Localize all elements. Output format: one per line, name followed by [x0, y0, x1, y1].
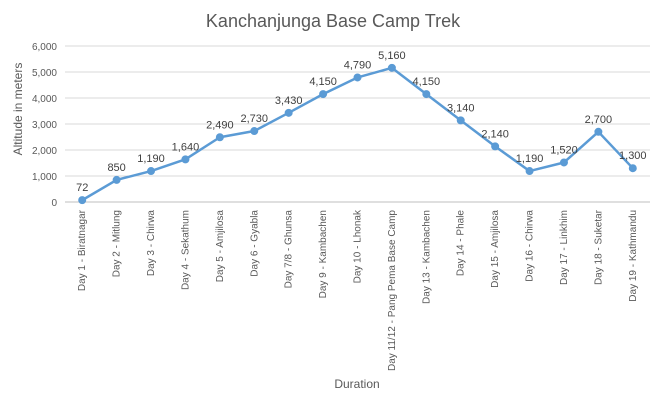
data-point	[181, 155, 190, 164]
data-label: 3,140	[447, 102, 475, 114]
x-tick-label: Day 16 - Chirwa	[525, 210, 536, 282]
x-axis-ticks: Day 1 - Biratnagar Day 2 - Mitlung Day 3 -…	[77, 209, 639, 371]
data-point	[559, 158, 568, 167]
x-tick-label: Day 4 - Sekathum	[180, 210, 191, 290]
data-point	[491, 142, 500, 151]
data-point	[353, 73, 362, 82]
x-tick-label: Day 18 - Suketar	[593, 209, 604, 285]
data-label: 4,790	[344, 59, 372, 71]
x-tick-label: Day 1 - Biratnagar	[77, 209, 88, 291]
data-point	[250, 127, 259, 136]
data-point	[387, 63, 396, 72]
data-label: 2,490	[206, 119, 234, 131]
x-tick-label: Day 15 - Amjilosa	[490, 210, 501, 288]
y-axis-ticks: 0 1,000 2,000 3,000 4,000 5,000 6,000	[32, 42, 57, 209]
x-tick-label: Day 5 - Amjilosa	[215, 210, 226, 283]
data-label: 5,160	[378, 50, 406, 62]
data-point	[284, 108, 293, 117]
data-point	[525, 167, 534, 176]
data-label: 4,150	[413, 76, 441, 88]
x-tick-label: Day 2 - Mitlung	[112, 210, 123, 277]
data-label: 850	[107, 162, 125, 174]
x-tick-label: Day 7/8 - Ghunsa	[284, 210, 295, 289]
series-line-altitude	[81, 66, 634, 202]
data-label: 2,140	[481, 128, 509, 140]
data-point	[112, 175, 121, 184]
data-points	[78, 63, 637, 205]
y-tick-label: 4,000	[32, 94, 57, 105]
y-tick-label: 0	[51, 198, 57, 209]
x-tick-label: Day 6 - Gyabla	[249, 210, 260, 277]
x-tick-label: Day 10 - Lhonak	[353, 209, 364, 283]
y-tick-label: 6,000	[32, 42, 57, 53]
y-tick-label: 3,000	[32, 120, 57, 131]
data-point	[628, 164, 637, 173]
x-tick-label: Day 11/12 - Pang Pema Base Camp	[387, 210, 398, 371]
data-point	[456, 116, 465, 125]
x-tick-label: Day 9 - Kambachen	[318, 210, 329, 298]
data-label: 4,150	[309, 76, 337, 88]
chart-title: Kanchanjunga Base Camp Trek	[206, 11, 461, 31]
data-label: 2,730	[240, 113, 268, 125]
data-point	[78, 196, 87, 205]
data-point	[319, 90, 328, 99]
x-tick-label: Day 14 - Phale	[456, 210, 467, 277]
data-label: 1,190	[516, 153, 544, 165]
data-label: 1,520	[550, 144, 578, 156]
data-label: 1,190	[137, 153, 165, 165]
data-point	[422, 90, 431, 99]
x-tick-label: Day 13 - Kambachen	[421, 210, 432, 304]
data-point	[594, 127, 603, 136]
y-tick-label: 1,000	[32, 172, 57, 183]
y-tick-label: 2,000	[32, 146, 57, 157]
x-tick-label: Day 19 - Kathmandu	[628, 210, 639, 302]
data-point	[147, 167, 156, 176]
x-tick-label: Day 17 - Linkhim	[559, 210, 570, 285]
y-tick-label: 5,000	[32, 68, 57, 79]
data-point	[215, 133, 224, 142]
data-label: 72	[76, 182, 88, 194]
data-label: 1,300	[619, 150, 647, 162]
data-labels: 72 850 1,190 1,640 2,490 2,730 3,430 4,150 4,790…	[76, 50, 646, 194]
y-axis-title: Altitude in meters	[11, 63, 25, 156]
x-axis-title: Duration	[334, 377, 379, 391]
x-tick-label: Day 3 - Chirwa	[146, 210, 157, 277]
data-label: 3,430	[275, 95, 303, 107]
grid	[65, 45, 650, 177]
data-label: 1,640	[172, 141, 200, 153]
data-label: 2,700	[585, 114, 613, 126]
